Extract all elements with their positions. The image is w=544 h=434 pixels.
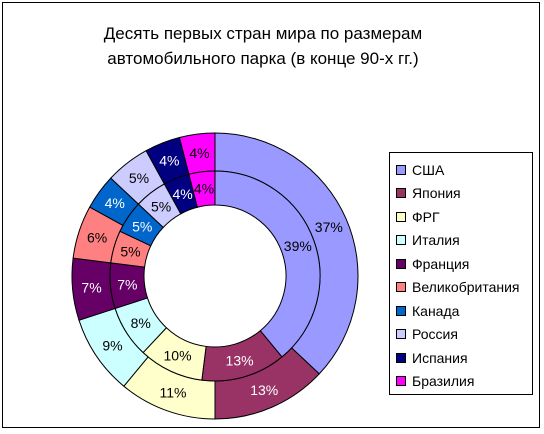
outer-ring-label-1: 37%	[315, 219, 343, 235]
legend-swatch	[396, 282, 406, 293]
legend-item: Бразилия	[396, 370, 532, 394]
outer-ring-label-9: 4%	[159, 153, 179, 169]
inner-ring-label-4: 8%	[131, 315, 151, 331]
outer-ring-label-10: 4%	[189, 145, 209, 161]
legend-item: Испания	[396, 346, 532, 370]
legend-item: ФРГ	[396, 205, 532, 229]
legend: США Япония ФРГ Италия Франция Великобритания К…	[389, 152, 533, 395]
legend-swatch	[396, 235, 406, 246]
legend-label: Россия	[412, 326, 458, 343]
legend-item: Великобритания	[396, 276, 532, 300]
chart-title-line-2: автомобильного парка (в конце 90-х гг.)	[107, 49, 419, 68]
legend-item: Канада	[396, 299, 532, 323]
inner-ring-label-9: 4%	[172, 186, 192, 202]
legend-item: Италия	[396, 229, 532, 253]
inner-ring-label-3: 10%	[164, 348, 192, 364]
legend-item: Япония	[396, 182, 532, 206]
inner-ring-slice-10	[188, 170, 216, 208]
inner-ring-label-5: 7%	[117, 276, 137, 292]
legend-swatch	[396, 188, 406, 199]
legend-swatch	[396, 164, 406, 175]
legend-label: Япония	[412, 185, 461, 202]
legend-swatch	[396, 211, 406, 222]
inner-ring-label-7: 5%	[132, 219, 152, 235]
legend-label: США	[412, 161, 445, 178]
chart-area: Десять первых стран мира по размерам авт…	[2, 2, 540, 428]
legend-item: Россия	[396, 323, 532, 347]
legend-swatch	[396, 258, 406, 269]
legend-label: Франция	[412, 255, 470, 272]
legend-label: Италия	[412, 232, 460, 249]
inner-ring-label-6: 5%	[120, 243, 140, 259]
inner-ring-label-2: 13%	[226, 353, 254, 369]
chart-title: Десять первых стран мира по размерам авт…	[63, 21, 463, 71]
inner-ring-label-1: 39%	[284, 238, 312, 254]
inner-ring-label-8: 5%	[151, 198, 171, 214]
outer-ring-label-3: 11%	[160, 385, 187, 401]
outer-ring-label-4: 9%	[102, 338, 122, 354]
legend-label: Канада	[412, 302, 460, 319]
legend-swatch	[396, 329, 406, 340]
legend-item: Франция	[396, 252, 532, 276]
outer-ring-label-8: 5%	[129, 170, 149, 186]
legend-item: США	[396, 158, 532, 182]
legend-swatch	[396, 352, 406, 363]
outer-ring-label-2: 13%	[250, 382, 278, 398]
outer-ring-label-6: 6%	[87, 230, 107, 246]
legend-label: Испания	[412, 349, 468, 366]
outer-ring-label-7: 4%	[105, 195, 125, 211]
legend-swatch	[396, 305, 406, 316]
legend-label: Бразилия	[412, 373, 475, 390]
legend-label: Великобритания	[412, 279, 520, 296]
legend-label: ФРГ	[412, 208, 440, 225]
donut-chart: 37%13%11%9%7%6%4%5%4% 4%39%13%10%8%7%5%5%…	[71, 132, 359, 420]
legend-swatch	[396, 376, 406, 387]
inner-ring-label-10: 4%	[194, 181, 214, 197]
chart-title-line-1: Десять первых стран мира по размерам	[103, 24, 423, 43]
inner-ring-slice-1	[214, 170, 321, 358]
outer-ring-label-5: 7%	[81, 280, 101, 296]
